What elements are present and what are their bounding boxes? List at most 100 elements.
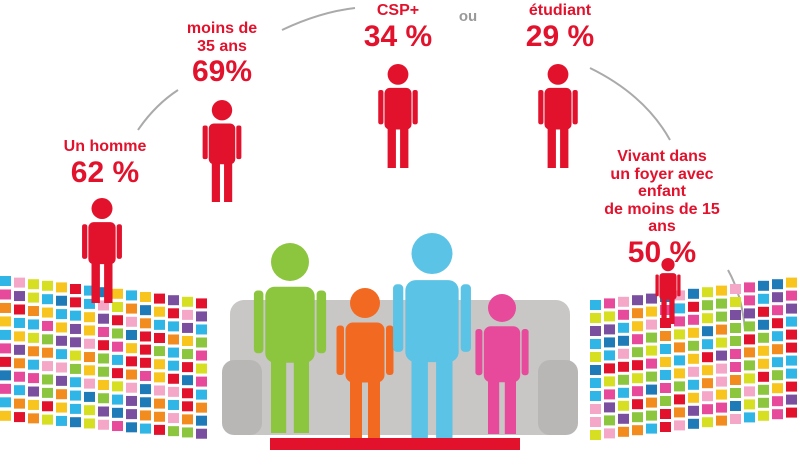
tile — [14, 371, 25, 382]
tile — [772, 409, 783, 420]
person-leg — [669, 297, 675, 324]
tile — [702, 313, 713, 324]
step: Vivant dans un foyer avec enfant de moin… — [593, 148, 731, 269]
tile — [772, 344, 783, 355]
step: Un homme 62 % — [64, 138, 147, 189]
person-leg — [91, 261, 100, 303]
tile — [14, 331, 25, 342]
step-value: 62 % — [70, 155, 140, 189]
tile — [98, 300, 109, 311]
tile — [716, 363, 727, 374]
person-head — [411, 233, 453, 274]
tile — [590, 365, 601, 375]
tile — [154, 346, 165, 357]
tile — [674, 368, 685, 379]
tile — [604, 402, 615, 413]
tile — [702, 391, 713, 402]
tile — [182, 427, 193, 438]
tile — [786, 394, 797, 405]
person-arm — [82, 224, 88, 259]
person-leg — [400, 126, 409, 168]
tile — [758, 371, 769, 382]
tile — [674, 316, 685, 327]
tile — [196, 350, 207, 361]
tile — [42, 374, 53, 385]
person-arm — [236, 125, 242, 160]
step: étudiant 29 % — [526, 2, 594, 53]
step-value: 29 % — [525, 19, 595, 53]
tile — [730, 297, 741, 307]
tile — [758, 293, 769, 304]
tile — [70, 390, 81, 401]
tile — [660, 370, 671, 380]
tile — [84, 405, 95, 416]
tile — [590, 391, 601, 401]
tile — [28, 306, 39, 317]
tile — [786, 277, 797, 288]
tile — [674, 381, 685, 392]
tile — [688, 392, 699, 403]
tile — [646, 423, 657, 434]
tile — [154, 319, 165, 330]
tile — [786, 381, 797, 392]
tile — [730, 375, 741, 385]
tile — [716, 311, 727, 322]
person-body — [405, 280, 459, 363]
tile — [590, 404, 601, 414]
person-head — [350, 288, 380, 318]
tile — [56, 282, 67, 293]
tile — [84, 312, 95, 323]
tile — [688, 327, 699, 338]
tile — [140, 331, 151, 342]
tile — [772, 292, 783, 303]
tile — [786, 368, 797, 379]
tile — [168, 334, 179, 345]
tile — [660, 383, 671, 393]
tile — [632, 386, 643, 397]
person — [202, 100, 242, 202]
tile — [674, 342, 685, 353]
tile — [758, 358, 769, 369]
tile — [98, 340, 109, 351]
tile — [182, 296, 193, 307]
tile — [632, 425, 643, 436]
tile — [0, 316, 11, 327]
tile — [140, 370, 151, 381]
tile — [0, 370, 11, 381]
tile — [702, 365, 713, 376]
tile — [618, 296, 629, 307]
tile — [56, 375, 67, 386]
person-body — [345, 322, 385, 383]
tile — [154, 372, 165, 383]
person-body — [88, 222, 116, 265]
tile — [42, 401, 53, 412]
person — [475, 294, 529, 434]
tile — [182, 388, 193, 399]
tile — [196, 311, 207, 322]
tile — [140, 397, 151, 408]
tile — [618, 400, 629, 411]
tile — [28, 292, 39, 303]
tile — [758, 306, 769, 317]
tile — [716, 298, 727, 309]
person-leg — [547, 126, 556, 168]
step-value: 50 % — [627, 235, 697, 269]
tile — [112, 394, 123, 405]
tile — [182, 349, 193, 360]
tile — [126, 422, 137, 433]
tile — [168, 399, 179, 410]
tile — [646, 319, 657, 330]
person-leg — [411, 356, 428, 438]
tile — [42, 307, 53, 318]
tile — [660, 396, 671, 406]
tile — [786, 407, 797, 418]
tile — [646, 371, 657, 382]
tile — [14, 398, 25, 409]
tile — [42, 361, 53, 372]
tile — [84, 391, 95, 402]
tile — [112, 302, 123, 313]
tile — [772, 318, 783, 329]
tile — [786, 316, 797, 327]
connector: ou — [458, 8, 478, 25]
tile — [660, 357, 671, 367]
